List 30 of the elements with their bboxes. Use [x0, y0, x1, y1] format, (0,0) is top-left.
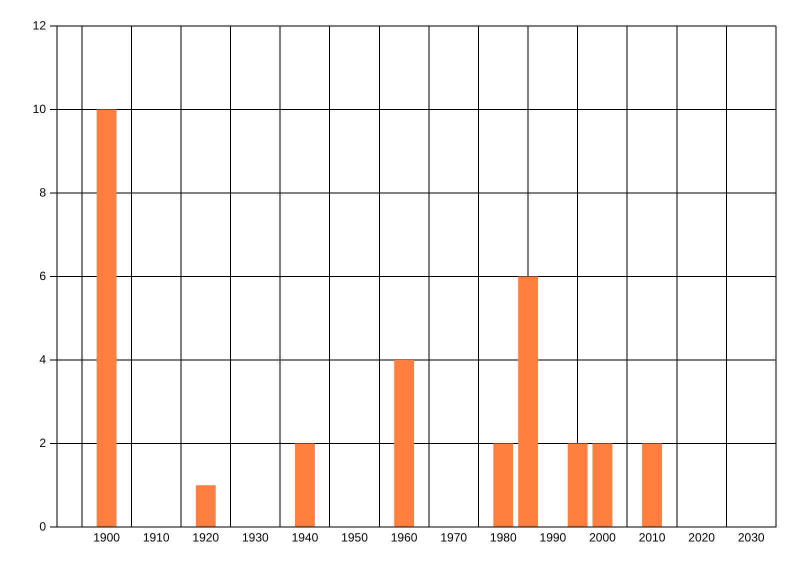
bar — [96, 110, 117, 526]
bar — [518, 276, 538, 526]
x-tick-label: 2030 — [738, 530, 765, 545]
bar — [642, 444, 662, 526]
x-tick-label: 1930 — [242, 530, 270, 545]
x-tick-label: 1960 — [390, 530, 418, 545]
y-tick-label: 4 — [39, 352, 46, 366]
x-tick-label: 2020 — [688, 530, 716, 545]
x-tick-label: 1990 — [540, 530, 567, 545]
x-tick-label: 1900 — [93, 530, 120, 545]
y-tick-label: 2 — [39, 436, 46, 450]
y-tick-label: 8 — [39, 185, 46, 200]
y-tick-label: 6 — [39, 268, 46, 283]
x-tick-label: 2000 — [589, 530, 616, 545]
y-tick-label: 12 — [32, 18, 46, 32]
bar — [295, 444, 315, 526]
bar — [493, 444, 514, 526]
x-tick-label: 1970 — [440, 530, 468, 545]
x-tick-label: 1910 — [142, 530, 170, 545]
x-tick-label: 1980 — [490, 530, 517, 545]
x-tick-label: 1940 — [292, 530, 319, 545]
bar — [592, 444, 612, 526]
x-tick-label: 1920 — [192, 530, 220, 545]
x-tick-label: 1950 — [341, 530, 368, 545]
bar — [394, 360, 414, 526]
bar — [196, 485, 216, 526]
y-tick-label: 0 — [39, 519, 46, 534]
x-tick-label: 2010 — [638, 530, 666, 545]
y-tick-label: 10 — [32, 102, 46, 116]
bar — [568, 444, 588, 526]
